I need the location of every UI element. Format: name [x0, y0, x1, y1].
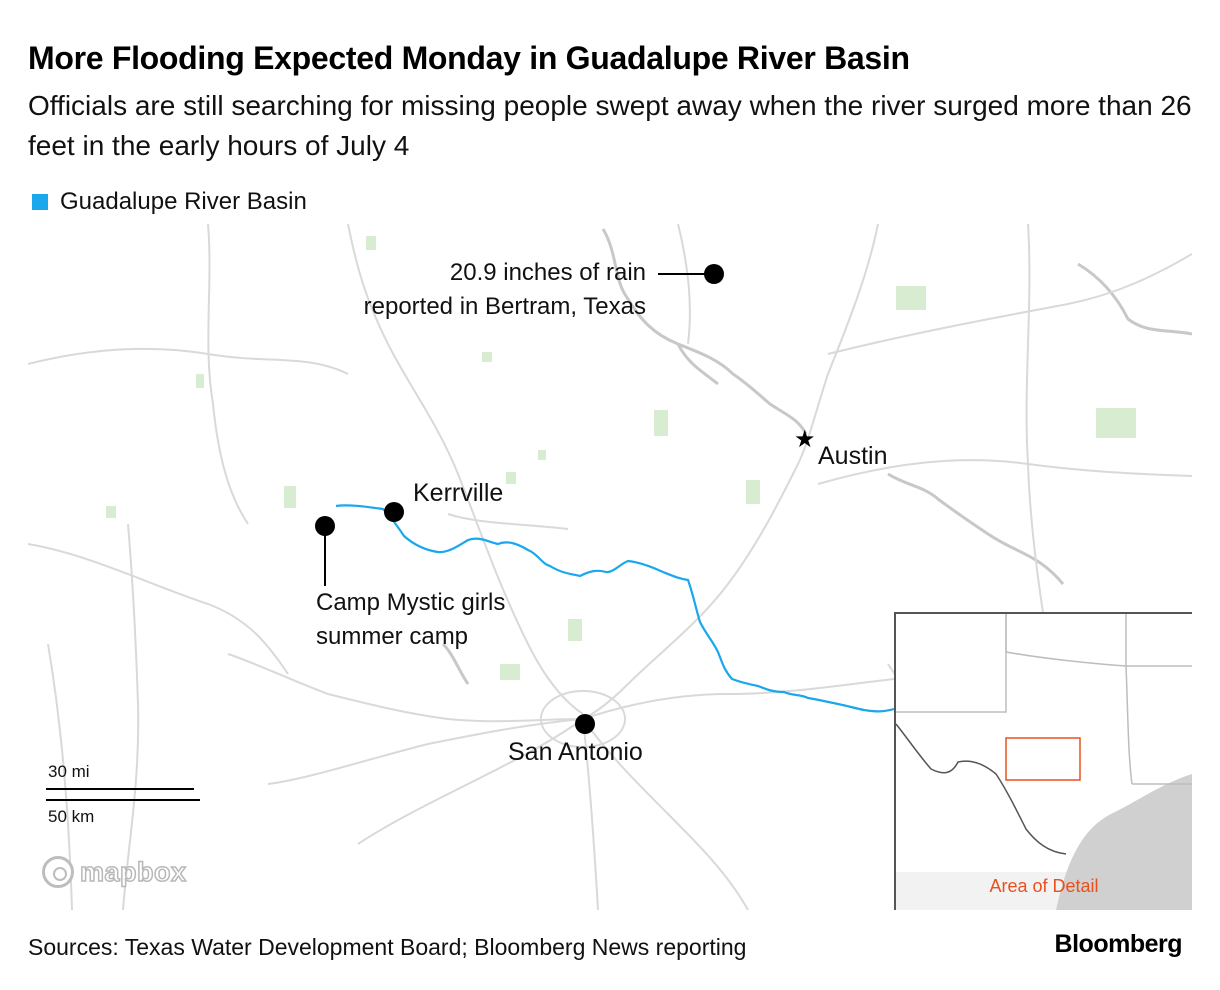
san-antonio-loop [540, 690, 626, 748]
label-san-antonio: San Antonio [508, 738, 643, 766]
markers: ★ [46, 264, 816, 801]
annotation-bertram-line2: reported in Bertram, Texas [363, 293, 646, 320]
bloomberg-logo: Bloomberg [1054, 930, 1183, 958]
source-note: Sources: Texas Water Development Board; … [28, 934, 747, 960]
marker-kerrville[interactable] [384, 502, 404, 522]
inset-gulf-water [1056, 774, 1192, 910]
legend-label: Guadalupe River Basin [60, 188, 307, 215]
legend-swatch [32, 194, 48, 210]
annotation-camp-line2: summer camp [316, 623, 469, 650]
lakes [441, 228, 1192, 685]
scale-label-miles: 30 mi [48, 762, 90, 781]
inset-texas-border [896, 723, 1067, 855]
mapbox-mark-icon [42, 856, 74, 888]
austin-star-icon[interactable]: ★ [794, 425, 816, 453]
annotation-camp-mystic: Camp Mystic girls summer camp [316, 586, 505, 654]
legend: Guadalupe River Basin [32, 188, 307, 216]
inset-texas-outline [896, 614, 1192, 910]
map[interactable]: ★ 20.9 inches of rain reported in Bertra… [28, 224, 1192, 910]
annotation-bertram: 20.9 inches of rain reported in Bertram,… [304, 256, 646, 324]
inset-map: Area of Detail [894, 612, 1192, 910]
inset-area-of-detail-box [1005, 737, 1081, 781]
label-austin: Austin [818, 442, 888, 470]
marker-san-antonio[interactable] [575, 714, 595, 734]
mapbox-logo[interactable]: mapbox [42, 856, 187, 888]
chart-title: More Flooding Expected Monday in Guadalu… [28, 40, 910, 76]
park-areas [106, 236, 1136, 680]
guadalupe-river [335, 504, 895, 713]
scale-label-km: 50 km [48, 807, 95, 826]
mapbox-wordmark: mapbox [79, 856, 187, 888]
label-kerrville: Kerrville [413, 479, 504, 507]
chart-subtitle: Officials are still searching for missin… [28, 90, 1192, 161]
annotation-bertram-line1: 20.9 inches of rain [449, 259, 646, 286]
annotation-camp-line1: Camp Mystic girls [316, 589, 506, 616]
inset-label: Area of Detail [989, 876, 1099, 896]
